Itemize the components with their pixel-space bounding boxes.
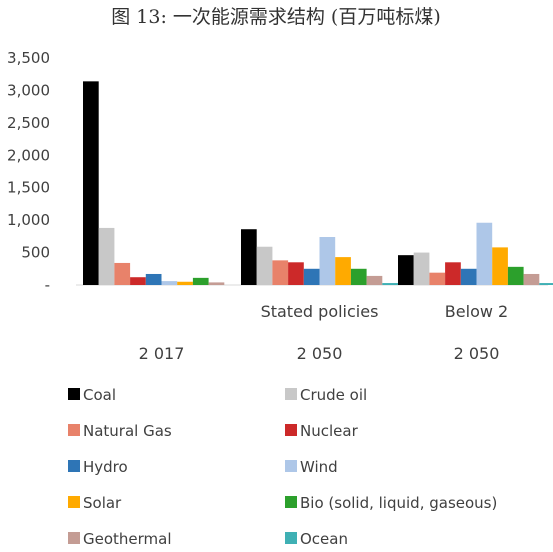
category-sublabel: 2 050 [454,344,500,363]
bar [445,262,461,285]
legend-label: Crude oil [300,386,367,404]
legend-label: Ocean [300,530,348,548]
y-tick-label: 2,000 [7,146,50,164]
bar [539,283,553,285]
bar [398,255,414,285]
legend-swatch [68,532,80,544]
bar [161,281,178,285]
legend-label: Wind [300,458,338,476]
legend-label: Natural Gas [83,422,172,440]
legend-swatch [285,460,297,472]
y-tick-label: 1,500 [7,179,50,197]
bar [460,268,477,285]
bar [382,283,398,285]
category-sublabel: 2 050 [297,344,343,363]
legend-swatch [68,460,80,472]
bar [208,282,225,285]
bar [507,266,524,285]
legend-swatch [68,496,80,508]
bar [241,229,257,285]
y-tick-label: 2,500 [7,114,50,132]
category-labels: 2 017 Stated policies 2 050 Below 2 2 050 [139,302,509,363]
legend-label: Hydro [83,458,128,476]
bar [523,273,540,285]
bar [492,247,508,285]
legend-swatch [285,388,297,400]
legend-swatch [285,424,297,436]
bar [130,277,146,285]
bar [192,277,209,285]
legend-label: Coal [83,386,116,404]
bar [145,273,162,285]
bar [303,268,320,285]
y-tick-label: - [45,276,50,294]
y-tick-label: 500 [21,244,50,262]
y-tick-label: 3,500 [7,49,50,67]
legend-label: Geothermal [83,530,172,548]
y-tick-label: 3,000 [7,81,50,99]
bar [429,272,446,285]
legend-label: Nuclear [300,422,359,440]
bar [288,262,304,285]
bar [272,260,289,285]
bar [98,227,115,285]
legend-swatch [68,424,80,436]
category-label: Below 2 [445,302,508,321]
legend-swatch [285,532,297,544]
bar [413,252,430,285]
bar [256,246,273,285]
y-tick-label: 1,000 [7,211,50,229]
bar [319,237,336,285]
legend-swatch [285,496,297,508]
category-sublabel: 2 017 [139,344,185,363]
bar [177,281,193,285]
bars [83,81,553,285]
bar [335,257,351,285]
bar [476,222,493,285]
bar [350,268,367,285]
bar [114,262,131,285]
category-label: Stated policies [261,302,379,321]
bar [366,275,383,285]
bar [83,81,99,285]
legend-label: Solar [83,494,122,512]
chart-title: 图 13: 一次能源需求结构 (百万吨标煤) [111,6,441,28]
legend-swatch [68,388,80,400]
legend-label: Bio (solid, liquid, gaseous) [300,494,497,512]
legend: Coal Crude oil Natural Gas Nuclear Hydro Wind… [68,386,497,548]
